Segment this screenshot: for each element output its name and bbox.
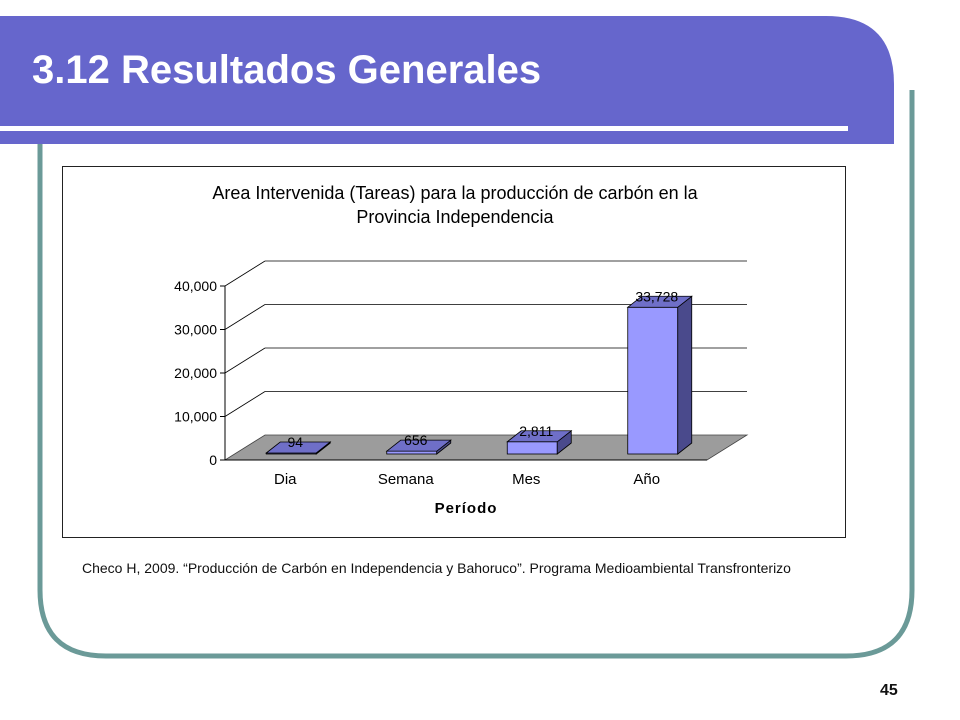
- chart-title-line2: Provincia Independencia: [356, 207, 554, 227]
- x-axis-title: Período: [435, 500, 498, 517]
- content-frame-border: [37, 90, 915, 659]
- bar-front: [386, 450, 438, 455]
- chart-container: Area Intervenida (Tareas) para la produc…: [62, 166, 846, 538]
- bar-front: [506, 441, 558, 455]
- chart-title-line1: Area Intervenida (Tareas) para la produc…: [212, 183, 698, 203]
- gridline-depth: [224, 391, 266, 417]
- bar-front: [627, 306, 679, 455]
- data-label: 94: [287, 434, 303, 450]
- page-number: 45: [880, 682, 898, 699]
- gridline-depth: [224, 260, 266, 287]
- source-citation: Checo H, 2009. “Producción de Carbón en …: [82, 560, 791, 576]
- data-label: 2,811: [519, 423, 553, 439]
- gridline-depth: [224, 347, 266, 374]
- bar-top: [385, 439, 452, 452]
- title-underline: [0, 126, 848, 131]
- y-tick-label: 30,000: [174, 322, 217, 338]
- data-label: 33,728: [635, 288, 678, 304]
- page-title: 3.12 Resultados Generales: [32, 48, 542, 92]
- data-label: 656: [404, 432, 428, 448]
- y-tick-label: 10,000: [174, 409, 217, 425]
- x-tick-label: Mes: [512, 471, 540, 488]
- y-tick-label: 0: [209, 452, 217, 468]
- bar-top: [506, 430, 573, 443]
- y-tick-label: 20,000: [174, 365, 217, 381]
- x-tick-label: Dia: [274, 471, 297, 488]
- bar-chart: Area Intervenida (Tareas) para la produc…: [174, 183, 749, 517]
- x-tick-label: Año: [633, 471, 660, 488]
- bar-top: [626, 295, 693, 308]
- bar-top: [265, 441, 332, 454]
- gridline-depth: [224, 304, 266, 330]
- y-tick-label: 40,000: [174, 278, 217, 294]
- bar-side: [677, 295, 693, 455]
- title-bar: [0, 16, 894, 144]
- x-tick-label: Semana: [378, 471, 435, 488]
